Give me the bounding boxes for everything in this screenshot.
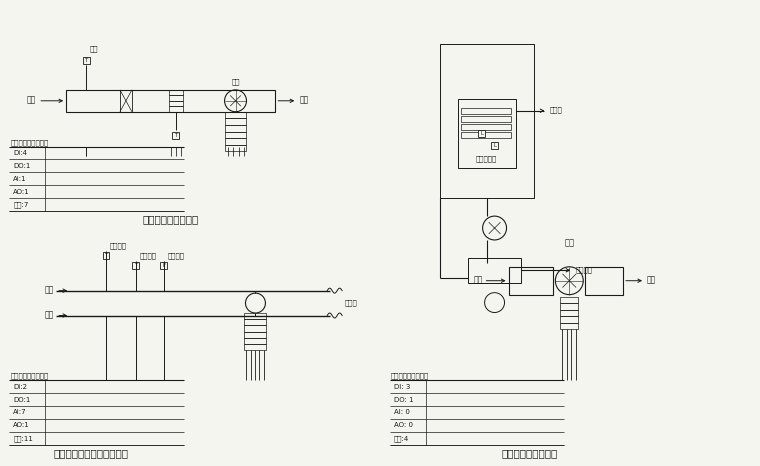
Text: 送排风机监控系统图: 送排风机监控系统图 bbox=[502, 448, 558, 458]
Bar bbox=[458, 99, 515, 168]
Text: 合计:11: 合计:11 bbox=[14, 435, 33, 442]
Bar bbox=[224, 118, 246, 125]
Bar bbox=[585, 267, 623, 295]
Text: 合计:4: 合计:4 bbox=[394, 435, 409, 442]
Text: 出风: 出风 bbox=[299, 96, 309, 104]
Bar bbox=[173, 132, 179, 139]
Bar bbox=[224, 112, 246, 118]
Bar bbox=[560, 323, 578, 329]
Bar bbox=[461, 131, 511, 137]
Bar bbox=[132, 262, 139, 269]
Bar bbox=[560, 303, 578, 310]
Text: L: L bbox=[493, 143, 496, 148]
Bar bbox=[245, 338, 267, 344]
Bar bbox=[169, 106, 182, 112]
Text: AO: 0: AO: 0 bbox=[394, 422, 413, 428]
Text: 输入输出控制点类型: 输入输出控制点类型 bbox=[11, 139, 49, 145]
Bar bbox=[83, 56, 90, 63]
Bar bbox=[224, 131, 246, 138]
Bar bbox=[560, 316, 578, 323]
Text: 截止阀: 截止阀 bbox=[345, 300, 358, 306]
Bar bbox=[440, 44, 534, 198]
Text: 输入输出控制点类型: 输入输出控制点类型 bbox=[11, 372, 49, 379]
Bar bbox=[169, 101, 182, 106]
Bar bbox=[103, 253, 109, 260]
Bar bbox=[461, 116, 511, 122]
Text: 至用户: 至用户 bbox=[549, 106, 562, 113]
Text: 合计:7: 合计:7 bbox=[14, 201, 29, 208]
Text: 热水温度: 热水温度 bbox=[140, 252, 157, 259]
Text: 冷水: 冷水 bbox=[45, 310, 54, 319]
Text: 冷水流量: 冷水流量 bbox=[168, 252, 185, 259]
Bar bbox=[508, 267, 553, 295]
Bar bbox=[467, 258, 521, 283]
Bar bbox=[160, 262, 167, 269]
Bar bbox=[66, 90, 275, 112]
Text: T: T bbox=[135, 263, 138, 268]
Text: DO:1: DO:1 bbox=[14, 163, 30, 169]
Text: 新风: 新风 bbox=[90, 46, 99, 52]
Bar bbox=[169, 96, 182, 101]
Text: DO:1: DO:1 bbox=[14, 397, 30, 403]
Bar bbox=[245, 319, 267, 325]
Text: 新风: 新风 bbox=[27, 96, 36, 104]
Text: 热水温度: 热水温度 bbox=[110, 242, 127, 249]
Bar bbox=[461, 123, 511, 130]
Bar bbox=[245, 332, 267, 338]
Text: F: F bbox=[162, 263, 166, 268]
Bar bbox=[120, 90, 132, 112]
Text: AO:1: AO:1 bbox=[14, 422, 30, 428]
Text: 空调机组控制系统图: 空调机组控制系统图 bbox=[143, 214, 199, 224]
Text: AI: 0: AI: 0 bbox=[394, 410, 410, 415]
Bar bbox=[224, 145, 246, 151]
Text: Di:2: Di:2 bbox=[14, 384, 27, 390]
Text: AO:1: AO:1 bbox=[14, 189, 30, 195]
Bar bbox=[224, 125, 246, 131]
Bar bbox=[169, 90, 182, 96]
Text: 输入输出控制点类型: 输入输出控制点类型 bbox=[391, 372, 429, 379]
Bar bbox=[560, 297, 578, 303]
Bar bbox=[491, 142, 498, 149]
Text: 生活用水箱: 生活用水箱 bbox=[476, 156, 497, 163]
Text: Ai:7: Ai:7 bbox=[14, 410, 27, 415]
Text: T: T bbox=[174, 133, 177, 138]
Text: 风机: 风机 bbox=[231, 78, 239, 85]
Text: Ai:1: Ai:1 bbox=[14, 176, 27, 182]
Text: L: L bbox=[480, 131, 483, 136]
Text: 风机: 风机 bbox=[565, 238, 575, 247]
Bar bbox=[245, 325, 267, 332]
Text: T: T bbox=[84, 57, 87, 62]
Text: DI: 3: DI: 3 bbox=[394, 384, 410, 390]
Text: 建筑楼入口冷水监控系统图: 建筑楼入口冷水监控系统图 bbox=[53, 448, 128, 458]
Bar bbox=[461, 108, 511, 114]
Text: 热水: 热水 bbox=[45, 285, 54, 294]
Bar bbox=[245, 313, 267, 319]
Text: T: T bbox=[104, 254, 108, 258]
Bar bbox=[245, 344, 267, 350]
Text: 进风: 进风 bbox=[473, 275, 483, 284]
Bar bbox=[560, 310, 578, 316]
Text: Di:4: Di:4 bbox=[14, 150, 27, 156]
Bar bbox=[478, 130, 485, 137]
Text: 出风: 出风 bbox=[647, 275, 657, 284]
Text: 城市供水: 城市供水 bbox=[575, 266, 592, 273]
Text: DO: 1: DO: 1 bbox=[394, 397, 413, 403]
Bar bbox=[224, 138, 246, 145]
